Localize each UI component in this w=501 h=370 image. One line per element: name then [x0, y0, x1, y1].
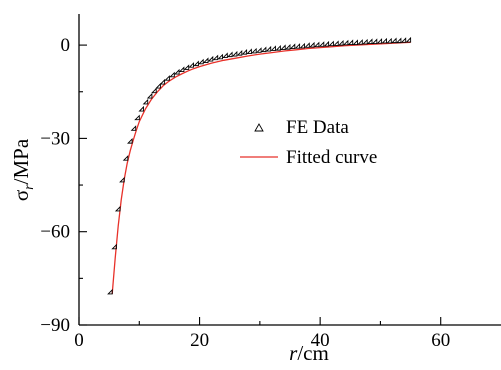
- fe-data-point: [155, 82, 161, 89]
- fe-data-point: [169, 71, 175, 78]
- fe-data-point: [146, 92, 153, 99]
- fe-data-point: [333, 40, 339, 46]
- ticks: [78, 44, 442, 326]
- x-tick-label: 0: [74, 330, 84, 351]
- fe-data-point: [122, 155, 129, 161]
- y-axis-title: σr/MPa: [9, 138, 37, 201]
- fe-data-point: [328, 40, 334, 47]
- y-tick-label: −30: [40, 128, 70, 149]
- fe-data-point: [222, 52, 228, 58]
- x-axis-title-variable: r: [289, 341, 298, 365]
- y-axis-title-subscript: r: [22, 184, 37, 190]
- fe-data-point: [151, 87, 157, 94]
- fe-data-point: [376, 38, 383, 44]
- fe-data-point: [241, 49, 248, 55]
- fe-data-point: [256, 47, 262, 53]
- fe-data-point: [174, 68, 180, 75]
- fe-data-point: [188, 62, 194, 68]
- fe-data-point: [304, 42, 310, 48]
- fe-data-point: [405, 36, 412, 43]
- fe-data-point: [362, 38, 368, 45]
- fe-data-point: [284, 44, 291, 50]
- legend-fe-data-marker: [254, 123, 264, 132]
- fe-data-point: [178, 66, 185, 72]
- fe-data-point: [227, 51, 233, 58]
- y-tick-label: −60: [40, 222, 70, 243]
- x-tick-label: 20: [190, 330, 209, 351]
- y-tick-label: 0: [61, 35, 71, 56]
- x-axis-title: r/cm: [289, 341, 329, 365]
- fe-data-point: [260, 46, 267, 53]
- y-tick-label: −90: [40, 315, 70, 336]
- fe-data-point: [338, 40, 344, 46]
- fe-data-point: [371, 38, 378, 44]
- fe-data-point: [119, 176, 125, 183]
- fe-data-point: [275, 45, 281, 51]
- fe-data-point: [289, 43, 296, 49]
- fe-data-point: [164, 75, 170, 81]
- fe-data-point: [251, 47, 257, 54]
- fe-data-point: [395, 37, 402, 44]
- fe-data-point: [386, 37, 392, 44]
- fe-data-point: [198, 58, 204, 65]
- fe-data-point: [318, 41, 325, 47]
- tick-labels: 0 20 40 60 0 −30 −60 −90: [40, 35, 450, 351]
- fe-data-point: [352, 39, 358, 45]
- fe-data-point: [280, 44, 286, 50]
- fe-data-point: [107, 288, 113, 295]
- fe-data-point: [212, 54, 219, 61]
- fe-data-point: [159, 78, 166, 85]
- fe-data-point: [347, 39, 354, 45]
- fe-data-point: [202, 57, 209, 63]
- fe-data-point: [294, 43, 301, 49]
- fe-data-point: [236, 50, 243, 56]
- fe-data-point: [111, 243, 117, 250]
- fe-data-point: [231, 50, 238, 57]
- fe-data-point: [391, 37, 397, 44]
- fe-data-point: [265, 45, 272, 52]
- fe-data-series: [107, 36, 412, 295]
- fe-data-point: [313, 41, 320, 48]
- fe-data-point: [217, 53, 223, 60]
- fe-data-point: [183, 64, 190, 70]
- fe-data-point: [270, 45, 276, 51]
- fitted-curve-series: [111, 41, 411, 294]
- x-tick-label: 60: [431, 330, 450, 351]
- legend: FE Data Fitted curve: [240, 117, 377, 168]
- fe-data-point: [114, 205, 121, 212]
- fe-data-point: [323, 40, 330, 47]
- legend-fe-data-label: FE Data: [286, 117, 349, 138]
- y-axis-title-symbol: σ: [9, 190, 33, 201]
- fe-data-point: [357, 39, 363, 45]
- legend-fitted-curve-label: Fitted curve: [286, 147, 377, 168]
- fe-data-point: [299, 42, 305, 49]
- fe-data-point: [246, 48, 252, 54]
- fe-data-point: [309, 41, 315, 48]
- y-axis-title-unit: /MPa: [9, 138, 33, 184]
- fe-data-point: [127, 138, 133, 144]
- fe-data-point: [193, 60, 199, 67]
- fe-data-point: [130, 125, 137, 131]
- fe-data-point: [366, 38, 373, 44]
- fe-data-point: [400, 37, 407, 43]
- x-axis-title-unit: /cm: [297, 341, 329, 365]
- axes: [78, 14, 501, 326]
- fe-data-point: [207, 55, 214, 62]
- fe-data-point: [381, 37, 387, 44]
- fe-data-point: [142, 98, 149, 105]
- fe-data-point: [138, 105, 144, 112]
- fe-data-point: [134, 114, 140, 121]
- fe-data-point: [342, 39, 349, 46]
- fitted-curve-line: [111, 41, 411, 294]
- x-tick-label: 40: [311, 330, 330, 351]
